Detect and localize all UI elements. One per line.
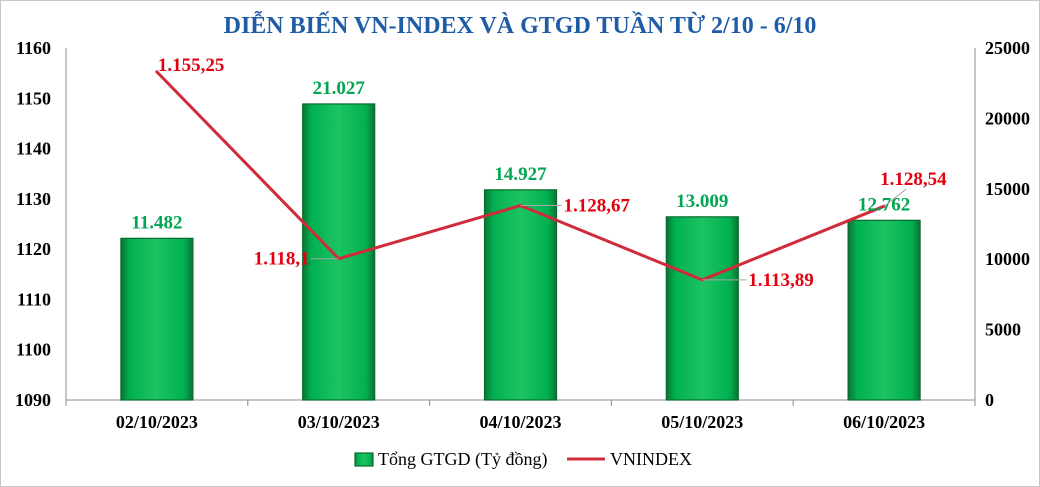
y-right-tick-label: 15000 <box>985 179 1030 199</box>
y-right-tick-label: 10000 <box>985 249 1030 269</box>
y-left-tick-label: 1160 <box>16 38 51 58</box>
y-left-tick-label: 1140 <box>16 139 51 159</box>
gtgd-data-label: 14.927 <box>494 164 547 185</box>
chart-title: DIỄN BIẾN VN-INDEX VÀ GTGD TUẦN TỪ 2/10 … <box>224 11 817 39</box>
vnindex-data-label: 1.113,89 <box>748 270 813 291</box>
x-category-label: 04/10/2023 <box>479 412 561 432</box>
gtgd-bar <box>483 189 558 401</box>
vnindex-data-label: 1.118,1 <box>254 249 310 270</box>
y-right-tick-label: 0 <box>985 390 994 410</box>
x-category-label: 03/10/2023 <box>298 412 380 432</box>
gtgd-data-label: 12.762 <box>858 194 910 215</box>
y-axis-left: 1160 1150 1140 1130 1120 1110 1100 1090 <box>15 38 51 410</box>
x-axis: 02/10/2023 03/10/2023 04/10/2023 05/10/2023… <box>65 400 976 432</box>
gtgd-data-label: 11.482 <box>131 212 182 233</box>
gtgd-bar <box>120 237 194 401</box>
x-category-label: 05/10/2023 <box>661 412 743 432</box>
legend-label-gtgd: Tổng GTGD (Tỷ đồng) <box>378 449 547 470</box>
bar-series <box>120 103 921 401</box>
vnindex-data-label: 1.155,25 <box>158 55 225 76</box>
legend: Tổng GTGD (Tỷ đồng) VNINDEX <box>354 449 692 470</box>
y-axis-right: 25000 20000 15000 10000 5000 0 <box>985 38 1030 410</box>
y-left-tick-label: 1100 <box>16 340 51 360</box>
data-label-leader-line <box>883 188 907 207</box>
y-left-tick-label: 1110 <box>17 289 51 309</box>
legend-item-vnindex: VNINDEX <box>567 449 692 469</box>
y-left-tick-label: 1150 <box>16 88 51 108</box>
vnindex-point <box>155 70 159 74</box>
y-right-tick-label: 25000 <box>985 38 1030 58</box>
x-category-label: 06/10/2023 <box>843 412 925 432</box>
legend-label-vnindex: VNINDEX <box>610 449 692 469</box>
legend-item-gtgd: Tổng GTGD (Tỷ đồng) <box>354 449 547 470</box>
gtgd-bar <box>847 219 921 401</box>
data-labels: 11.482 21.027 14.927 13.009 12.762 1.155,25 1.… <box>131 55 947 291</box>
vnindex-data-label: 1.128,54 <box>880 169 947 190</box>
legend-swatch-bar <box>354 452 374 467</box>
x-category-label: 02/10/2023 <box>116 412 198 432</box>
y-left-tick-label: 1120 <box>16 239 51 259</box>
vnindex-data-label: 1.128,67 <box>564 196 631 217</box>
gtgd-data-label: 13.009 <box>676 191 728 212</box>
y-right-tick-label: 20000 <box>985 108 1030 128</box>
y-right-tick-label: 5000 <box>985 320 1021 340</box>
y-left-tick-label: 1090 <box>15 390 51 410</box>
gtgd-data-label: 21.027 <box>313 78 366 99</box>
y-left-tick-label: 1130 <box>16 189 51 209</box>
gtgd-bar <box>665 216 739 401</box>
